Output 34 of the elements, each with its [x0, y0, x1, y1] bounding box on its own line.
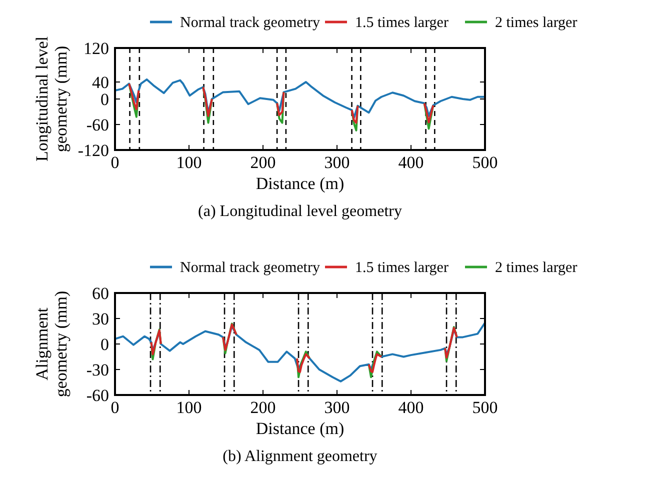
legend-label: Normal track geometry: [180, 260, 320, 276]
x-axis-title: Distance (m): [256, 174, 344, 193]
legend-label: 1.5 times larger: [355, 15, 448, 31]
text: (b) Alignment geometry: [222, 448, 378, 465]
line-series: [114, 322, 486, 382]
y-tick-label: -60: [86, 116, 109, 134]
x-tick-label: 500: [472, 398, 498, 417]
y-tick-label: 30: [92, 310, 109, 328]
y-tick-label: 0: [100, 335, 109, 354]
y-tick-label: 0: [100, 90, 109, 109]
y-tick-label: 60: [92, 284, 109, 303]
line-series: [114, 78, 486, 119]
x-tick-label: 100: [176, 398, 202, 417]
legend-label: 2 times larger: [495, 15, 578, 31]
y-tick-label: 120: [84, 39, 109, 58]
x-tick-label: 100: [176, 153, 202, 172]
x-tick-label: 200: [250, 398, 276, 417]
x-tick-label: 300: [324, 398, 350, 417]
y-tick-label: -60: [86, 386, 109, 405]
legend-label: Normal track geometry: [180, 15, 320, 31]
y-axis-title: Alignment geometry (mm): [32, 290, 70, 398]
y-tick-label: -120: [78, 141, 109, 160]
y-tick-label: 40: [92, 73, 109, 92]
y-tick-label: -30: [86, 360, 109, 380]
y-axis-title: Longitudinal level geometry (mm): [32, 36, 70, 162]
x-tick-label: 200: [250, 153, 276, 172]
x-tick-label: 300: [324, 153, 350, 172]
x-tick-label: 400: [398, 398, 424, 417]
legend-label: 2 times larger: [495, 260, 578, 276]
x-tick-label: 500: [472, 153, 498, 172]
text: (a) Longitudinal level geometry: [198, 203, 402, 220]
legend-label: 1.5 times larger: [355, 260, 448, 276]
x-axis-title: Distance (m): [256, 419, 344, 438]
x-tick-label: 400: [398, 153, 424, 172]
